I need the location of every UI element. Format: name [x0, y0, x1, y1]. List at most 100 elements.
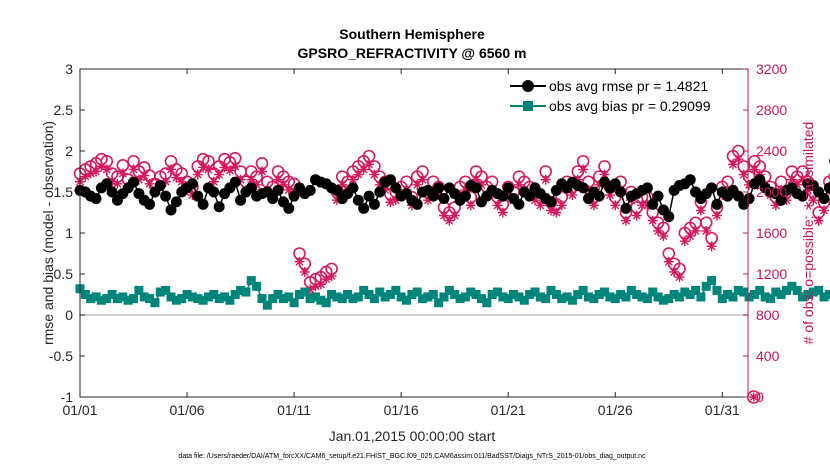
assimilated-count-point [417, 174, 428, 185]
assimilated-count-point [80, 171, 91, 182]
assimilated-count-point [294, 256, 305, 267]
x-axis: 01/01 01/06 01/11 01/16 01/21 01/26 01/31 [62, 69, 740, 418]
y-tick-label: 0 [65, 307, 73, 323]
bias-point [332, 292, 342, 302]
assimilated-count-point [497, 207, 508, 218]
assimilated-count-point [353, 169, 364, 180]
bias-point [86, 294, 96, 304]
bias-point [493, 287, 502, 297]
y-tick-label: -0.5 [49, 348, 73, 364]
bias-point [268, 294, 278, 304]
assimilated-count-point [160, 176, 171, 187]
assimilated-count-point [422, 195, 433, 206]
assimilated-count-point [107, 176, 118, 187]
bias-point [220, 292, 230, 302]
y-axis-right-label: # of obs: o=possible; ∗=assimilated [800, 122, 816, 345]
assimilated-count-point [449, 210, 460, 221]
bias-point [337, 294, 347, 304]
assimilated-count-point [85, 168, 96, 179]
assimilated-count-point [546, 205, 557, 216]
bias-point [782, 285, 792, 295]
assimilated-count-point [567, 190, 578, 201]
assimilated-count-point [701, 225, 712, 236]
assimilated-count-point [492, 200, 503, 211]
bias-point [80, 290, 90, 299]
bias-point [423, 292, 433, 302]
bias-point [621, 292, 631, 302]
bias-point [198, 295, 208, 305]
rmse-point [427, 190, 439, 202]
bias-point [476, 294, 486, 304]
assimilated-count-point [101, 164, 112, 175]
bias-point [653, 292, 663, 302]
y-right-tick-label: 2000 [756, 184, 787, 200]
assimilated-count-point [476, 179, 487, 190]
bias-point [460, 292, 470, 302]
bias-point [225, 295, 235, 305]
assimilated-count-point [663, 256, 674, 267]
bias-point [701, 281, 711, 291]
assimilated-count-point [556, 200, 567, 211]
assimilated-count-point [471, 174, 482, 185]
assimilated-count-point [385, 197, 396, 208]
assimilated-count-point [337, 179, 348, 190]
bias-point [129, 294, 139, 304]
assimilated-count-point [599, 169, 610, 180]
bias-point [418, 294, 428, 304]
bias-point [551, 290, 561, 299]
bias-point [610, 294, 620, 304]
assimilated-count-point [460, 184, 471, 195]
assimilated-count-point [208, 176, 219, 187]
possible-count-point [828, 172, 830, 181]
y-right-tick-label: 2400 [756, 143, 787, 159]
bias-point [444, 285, 454, 295]
rmse-point [197, 198, 209, 210]
rmse-point [615, 186, 627, 198]
bias-point [412, 287, 422, 297]
rmse-point [288, 190, 300, 202]
bias-point [284, 292, 294, 302]
assimilated-count-point [299, 266, 310, 277]
rmse-point [775, 194, 787, 206]
rmse-point [128, 176, 140, 188]
bias-point [723, 290, 733, 299]
assimilated-count-point [594, 179, 605, 190]
rmse-point [732, 190, 744, 202]
rmse-point [101, 178, 113, 190]
bias-point [594, 290, 604, 299]
bias-point [262, 300, 272, 310]
bias-point [230, 290, 240, 299]
y-tick-label: -1 [61, 389, 74, 405]
y-right-tick-label: 800 [756, 307, 780, 323]
assimilated-count-point [813, 215, 824, 226]
bias-point [455, 294, 465, 304]
bias-point [776, 290, 786, 299]
bias-point [541, 294, 551, 304]
assimilated-count-point [770, 200, 781, 211]
assimilated-count-point [711, 210, 722, 221]
bias-point [396, 292, 406, 302]
legend: obs avg rmse pr = 1.4821 obs avg bias pr… [503, 74, 743, 116]
bias-point [348, 294, 358, 304]
bias-point [343, 290, 353, 299]
zero-count-asterisk [749, 392, 759, 402]
y-tick-label: 1 [65, 225, 73, 241]
assimilated-count-point [535, 200, 546, 211]
bias-point [707, 276, 717, 286]
assimilated-count-point [786, 174, 797, 185]
assimilated-count-point [438, 210, 449, 221]
assimilated-count-point [358, 164, 369, 175]
bias-point [102, 294, 112, 304]
bias-point [514, 292, 524, 302]
bias-point [327, 290, 337, 299]
bias-point [187, 292, 197, 302]
assimilated-count-point [369, 169, 380, 180]
assimilated-count-point [738, 169, 749, 180]
bias-point [150, 298, 160, 308]
rmse-point [652, 190, 664, 202]
bias-point [209, 290, 219, 299]
assimilated-count-point [139, 170, 150, 181]
assimilated-count-point [465, 200, 476, 211]
bias-point [546, 285, 556, 295]
